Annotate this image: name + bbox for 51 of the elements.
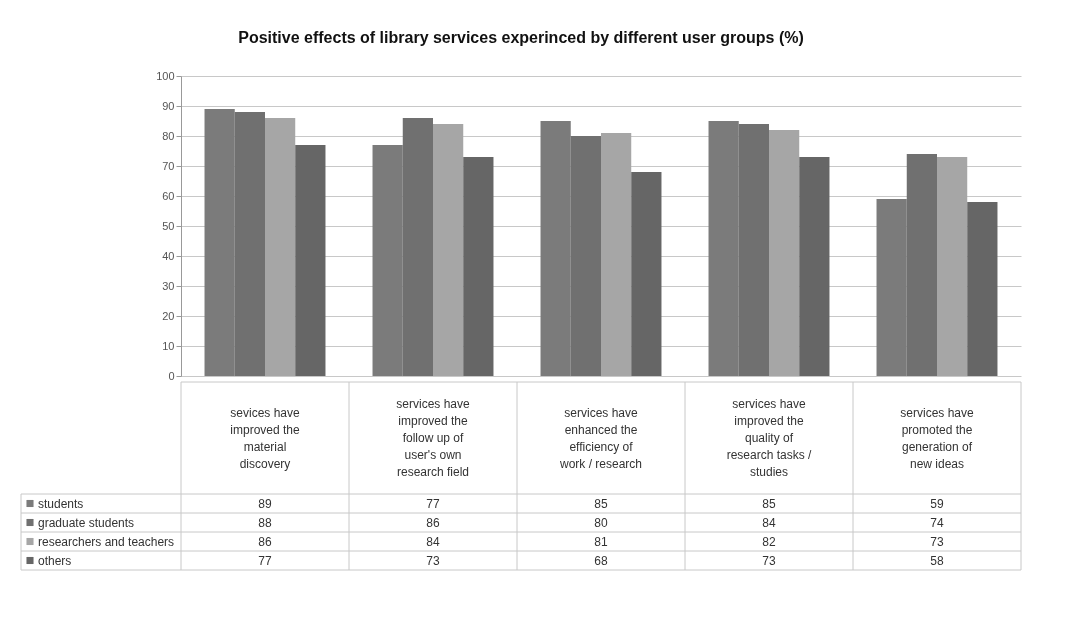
chart-title: Positive effects of library services experinced by different user groups (%) (238, 29, 804, 46)
y-tick-label: 20 (162, 309, 175, 322)
data-label: 68 (594, 553, 608, 568)
data-label: 84 (762, 515, 776, 530)
x-tick-label: sevices have improved the material discovery (230, 405, 301, 471)
data-label: 74 (930, 515, 944, 530)
x-tick-label: services have improved the quality of research tasks / studies (726, 397, 813, 479)
x-tick-label: services have promoted the generation of new ideas (900, 405, 974, 471)
data-label: 86 (426, 515, 440, 530)
data-label: 58 (930, 553, 944, 568)
data-label: 73 (426, 553, 440, 568)
data-label: 89 (258, 496, 272, 511)
bar (601, 133, 632, 376)
data-label: 73 (762, 553, 776, 568)
data-label: 81 (594, 534, 608, 549)
data-label: 86 (258, 534, 272, 549)
bar (937, 157, 968, 376)
y-tick-label: 0 (168, 369, 175, 382)
y-tick-label: 90 (162, 99, 175, 112)
bar (769, 130, 800, 376)
data-label: 88 (258, 515, 272, 530)
legend-label: others (38, 553, 72, 568)
y-tick-label: 50 (162, 219, 175, 232)
data-label: 77 (426, 496, 440, 511)
data-label: 77 (258, 553, 272, 568)
y-tick-label: 60 (162, 189, 175, 202)
data-label: 59 (930, 496, 944, 511)
data-label: 80 (594, 515, 608, 530)
bar (631, 172, 662, 376)
y-tick-label: 30 (162, 279, 175, 292)
y-tick-label: 100 (156, 69, 175, 82)
data-label: 84 (426, 534, 440, 549)
y-tick-label: 10 (162, 339, 175, 352)
x-tick-label: services have enhanced the efficiency of work / research (558, 405, 643, 471)
legend-label: researchers and teachers (38, 534, 175, 549)
bar (295, 145, 326, 376)
bar (967, 202, 998, 376)
data-label: 82 (762, 534, 776, 549)
y-tick-label: 80 (162, 129, 175, 142)
bar (799, 157, 830, 376)
data-label: 85 (594, 496, 608, 511)
bar (463, 157, 494, 376)
data-label: 85 (762, 496, 776, 511)
y-tick-label: 70 (162, 159, 175, 172)
legend-label: students (38, 496, 84, 511)
x-tick-label: services have improved the follow up of user's own research field (396, 397, 470, 479)
y-tick-label: 40 (162, 249, 175, 262)
bar (265, 118, 296, 376)
data-label: 73 (930, 534, 944, 549)
legend-label: graduate students (38, 515, 135, 530)
bar (433, 124, 464, 376)
